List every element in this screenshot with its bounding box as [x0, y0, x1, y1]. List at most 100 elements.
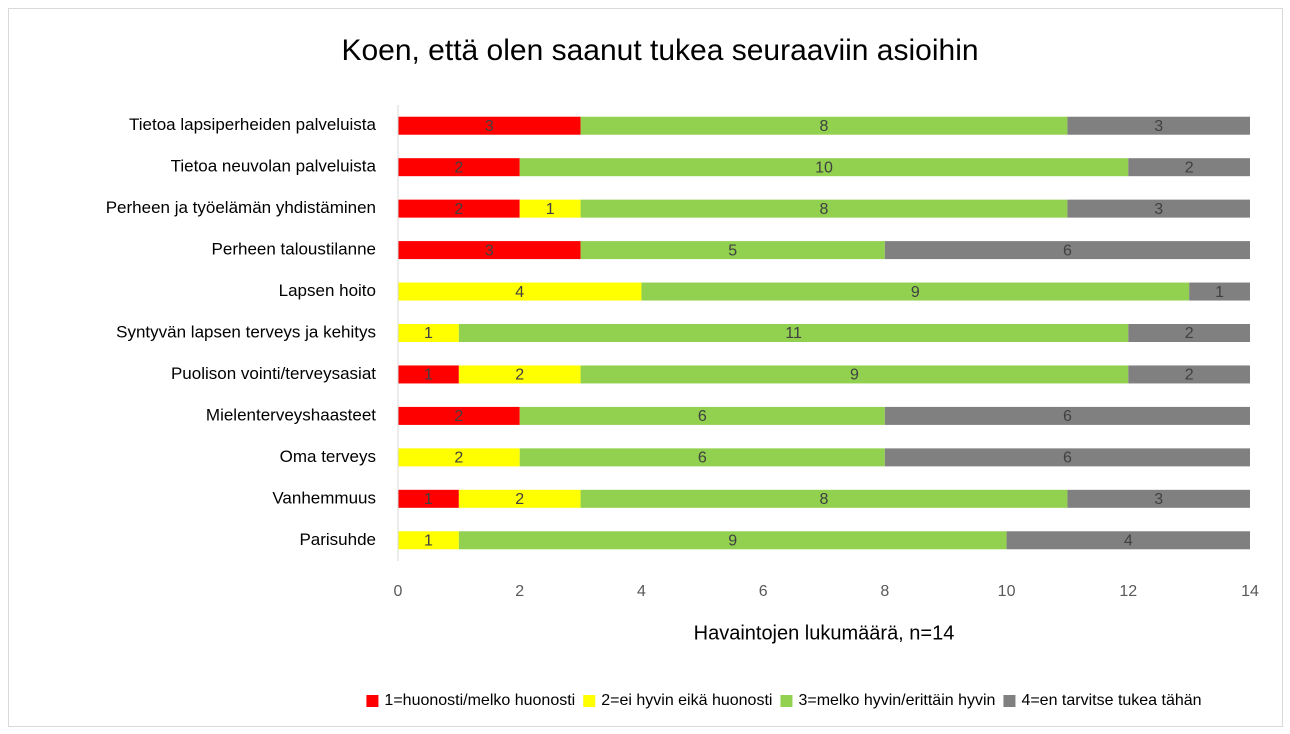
x-tick-label: 6 — [759, 583, 768, 600]
data-label: 6 — [698, 408, 707, 425]
bar-segment — [398, 365, 459, 384]
y-tick-label: Syntyvän lapsen terveys ja kehitys — [116, 322, 376, 341]
data-label: 6 — [1063, 408, 1072, 425]
data-label: 1 — [424, 491, 433, 508]
bar-segment — [641, 282, 1190, 301]
bar-segment — [884, 406, 1250, 425]
bar-segment — [884, 448, 1250, 467]
data-label: 3 — [1154, 118, 1163, 135]
data-label: 1 — [424, 367, 433, 384]
data-label: 10 — [815, 159, 833, 176]
data-label: 4 — [515, 284, 524, 301]
data-label: 2 — [1185, 159, 1194, 176]
legend-label: 2=ei hyvin eikä huonosti — [601, 692, 772, 709]
bar-segment — [1067, 116, 1250, 135]
data-label: 2 — [454, 408, 463, 425]
y-tick-label: Parisuhde — [299, 530, 376, 549]
bar-segment — [398, 489, 459, 508]
bar-segment — [398, 531, 459, 550]
data-label: 9 — [850, 367, 859, 384]
data-label: 2 — [454, 450, 463, 467]
bar-segment — [458, 324, 1129, 342]
x-tick-label: 0 — [394, 583, 403, 600]
bar-segment — [1006, 531, 1250, 550]
data-label: 2 — [515, 367, 524, 384]
data-label: 2 — [515, 491, 524, 508]
data-label: 5 — [728, 242, 737, 259]
bar-segment — [398, 324, 459, 342]
bar-segment — [580, 489, 1068, 508]
bar-segment — [519, 158, 1129, 177]
y-tick-label: Oma terveys — [280, 447, 376, 466]
legend-swatch — [366, 695, 379, 707]
legend-swatch — [1003, 695, 1016, 707]
bar-segment — [398, 241, 581, 260]
data-label: 3 — [1154, 201, 1163, 218]
x-tick-label: 12 — [1119, 583, 1137, 600]
y-tick-label: Perheen taloustilanne — [212, 240, 376, 259]
legend-swatch — [583, 695, 596, 707]
bar-segment — [580, 116, 1068, 135]
bar-segment — [458, 531, 1007, 550]
x-tick-label: 8 — [880, 583, 889, 600]
data-label: 2 — [1185, 325, 1194, 342]
bar-segment — [458, 365, 581, 384]
bar-segment — [884, 241, 1250, 260]
bar-segment — [1189, 282, 1250, 301]
data-label: 8 — [820, 491, 829, 508]
x-tick-label: 2 — [515, 583, 524, 600]
data-label: 8 — [820, 201, 829, 218]
y-tick-label: Tietoa neuvolan palveluista — [171, 157, 377, 176]
y-tick-label: Tietoa lapsiperheiden palveluista — [129, 115, 377, 134]
data-label: 2 — [454, 159, 463, 176]
legend-swatch — [780, 695, 793, 707]
data-label: 9 — [728, 532, 737, 549]
data-label: 11 — [785, 325, 802, 342]
data-label: 1 — [424, 532, 433, 549]
bar-segment — [398, 448, 520, 467]
bar-segment — [580, 365, 1129, 384]
data-label: 8 — [820, 118, 829, 135]
data-label: 9 — [911, 284, 920, 301]
x-tick-label: 14 — [1241, 583, 1259, 600]
data-label: 6 — [1063, 450, 1072, 467]
y-tick-label: Lapsen hoito — [279, 281, 376, 300]
data-label: 1 — [546, 201, 555, 218]
x-axis-title: Havaintojen lukumäärä, n=14 — [694, 622, 955, 644]
data-label: 6 — [698, 450, 707, 467]
bar-segment — [398, 199, 520, 218]
y-tick-label: Mielenterveyshaasteet — [206, 405, 376, 424]
bar-segment — [519, 199, 581, 218]
bar-segment — [1128, 365, 1250, 384]
legend-label: 4=en tarvitse tukea tähän — [1021, 692, 1201, 709]
data-label: 6 — [1063, 242, 1072, 259]
bar-segment — [458, 489, 581, 508]
y-tick-label: Puolison vointi/terveysasiat — [171, 364, 376, 383]
x-tick-label: 10 — [998, 583, 1016, 600]
bar-segment — [398, 406, 520, 425]
data-label: 2 — [1185, 367, 1194, 384]
bar-segment — [1128, 158, 1250, 177]
legend-label: 3=melko hyvin/erittäin hyvin — [798, 692, 995, 709]
chart-title: Koen, että olen saanut tukea seuraaviin … — [341, 34, 978, 67]
bar-segment — [398, 158, 520, 177]
legend-label: 1=huonosti/melko huonosti — [384, 692, 575, 709]
y-tick-label: Perheen ja työelämän yhdistäminen — [106, 198, 376, 217]
bar-segment — [519, 406, 885, 425]
bar-segment — [1067, 199, 1250, 218]
bar-segment — [1067, 489, 1250, 508]
data-label: 3 — [1154, 491, 1163, 508]
bar-segment — [580, 199, 1068, 218]
y-tick-label: Vanhemmuus — [272, 488, 376, 507]
data-label: 3 — [485, 242, 494, 259]
x-tick-label: 4 — [637, 583, 646, 600]
bar-segment — [398, 116, 581, 135]
bar-segment — [519, 448, 885, 467]
bar-segment — [398, 282, 642, 301]
bar-segment — [580, 241, 885, 260]
data-label: 3 — [485, 118, 494, 135]
data-label: 4 — [1124, 532, 1133, 549]
data-label: 1 — [424, 325, 433, 342]
data-label: 1 — [1215, 284, 1224, 301]
